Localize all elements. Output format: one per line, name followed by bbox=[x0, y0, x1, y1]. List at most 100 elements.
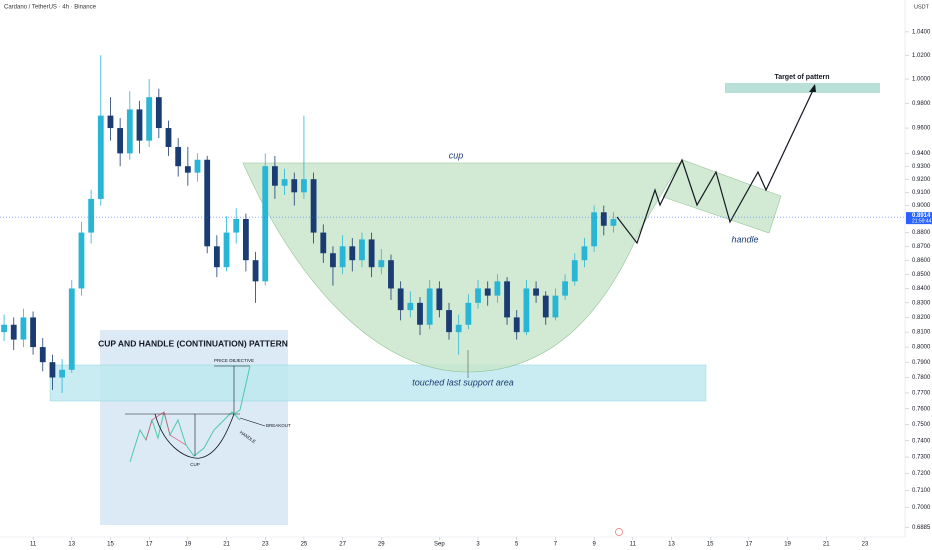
x-tick-label: 11 bbox=[30, 542, 37, 548]
candle-body bbox=[242, 219, 249, 261]
y-tick-label: 0.7500 bbox=[912, 422, 931, 428]
y-tick-label: 0.9100 bbox=[912, 190, 931, 196]
candle-body bbox=[571, 260, 578, 282]
candle-body bbox=[484, 288, 491, 296]
handle-label: handle bbox=[731, 234, 758, 244]
y-tick-label: 0.7400 bbox=[912, 438, 931, 444]
y-tick-label: 0.8200 bbox=[912, 315, 931, 321]
target-label: Target of pattern bbox=[774, 74, 829, 81]
candle-body bbox=[68, 288, 75, 370]
y-tick-label: 0.8300 bbox=[912, 300, 931, 306]
x-tick-label: 21 bbox=[823, 542, 830, 548]
candle-body bbox=[349, 246, 356, 261]
candle-body bbox=[417, 302, 423, 325]
candle-body bbox=[397, 288, 404, 311]
candle-body bbox=[165, 128, 172, 147]
y-tick-label: 1.0200 bbox=[912, 53, 931, 59]
candle-body bbox=[136, 109, 143, 141]
y-tick-label: 0.9000 bbox=[912, 203, 931, 209]
candle-body bbox=[542, 295, 549, 318]
last-price-label: 0.8914 bbox=[912, 213, 931, 219]
candle-body bbox=[233, 219, 240, 233]
x-tick-label: 13 bbox=[668, 542, 675, 548]
y-tick-label: 0.7800 bbox=[912, 375, 931, 381]
x-tick-label: Sep bbox=[434, 542, 445, 548]
candle-body bbox=[117, 128, 124, 154]
candle-body bbox=[339, 246, 346, 268]
candle-body bbox=[475, 288, 481, 303]
candle-body bbox=[194, 159, 201, 173]
x-tick-label: 7 bbox=[554, 542, 558, 548]
x-tick-label: 13 bbox=[68, 542, 75, 548]
candle-body bbox=[301, 179, 307, 193]
x-tick-label: 29 bbox=[378, 542, 385, 548]
event-icon[interactable] bbox=[615, 528, 623, 536]
candle-body bbox=[562, 281, 568, 296]
candle-body bbox=[455, 324, 462, 333]
support-zone bbox=[49, 364, 707, 402]
candle-body bbox=[10, 324, 17, 340]
candle-body bbox=[59, 369, 66, 378]
candle-body bbox=[155, 97, 162, 129]
last-price-tag bbox=[906, 212, 932, 225]
candle-body bbox=[465, 302, 472, 325]
y-tick-label: 1.0000 bbox=[912, 77, 931, 83]
candle-body bbox=[107, 115, 114, 129]
y-tick-label: 0.8800 bbox=[912, 230, 931, 236]
pattern-title: CUP AND HANDLE (CONTINUATION) PATTERN bbox=[98, 338, 288, 348]
candle-body bbox=[552, 295, 559, 318]
candle-body bbox=[446, 310, 452, 333]
candle-body bbox=[494, 281, 501, 296]
x-tick-label: 23 bbox=[862, 542, 869, 548]
candle-body bbox=[175, 146, 182, 167]
candle-body bbox=[88, 198, 95, 233]
x-tick-label: 19 bbox=[185, 542, 192, 548]
candle-body bbox=[513, 317, 520, 333]
x-tick-label: 15 bbox=[707, 542, 714, 548]
candle-body bbox=[533, 288, 539, 296]
x-tick-label: 25 bbox=[301, 542, 308, 548]
candle-body bbox=[20, 317, 27, 340]
cup-small-label: CUP bbox=[190, 462, 200, 467]
x-tick-label: 3 bbox=[476, 542, 480, 548]
candles bbox=[1, 55, 617, 393]
support-label: touched last support area bbox=[412, 377, 514, 387]
candle-body bbox=[272, 166, 278, 186]
candle-body bbox=[330, 253, 336, 268]
candle-body bbox=[600, 212, 607, 226]
y-tick-label: 0.7600 bbox=[912, 406, 931, 412]
price-objective-label: PRICE OBJECTIVE bbox=[214, 358, 254, 363]
x-tick-label: 21 bbox=[223, 542, 230, 548]
candle-body bbox=[388, 260, 394, 289]
candle-body bbox=[97, 115, 104, 199]
countdown-label: 21:59:44 bbox=[912, 218, 932, 224]
y-tick-label: 0.7200 bbox=[912, 471, 931, 477]
candle-body bbox=[1, 324, 7, 333]
candle-body bbox=[523, 288, 530, 333]
y-tick-label: 0.7300 bbox=[912, 455, 931, 461]
y-tick-label: 0.8400 bbox=[912, 286, 931, 292]
candle-body bbox=[359, 239, 365, 261]
candle-body bbox=[252, 260, 259, 282]
x-tick-label: 17 bbox=[146, 542, 153, 548]
x-tick-label: 9 bbox=[592, 542, 596, 548]
y-tick-label: 0.6885 bbox=[912, 525, 931, 531]
candle-body bbox=[407, 302, 414, 311]
pattern-box bbox=[100, 330, 288, 525]
projection-path bbox=[616, 85, 816, 245]
candle-body bbox=[213, 246, 220, 268]
target-zone bbox=[725, 83, 880, 93]
y-tick-label: 0.9200 bbox=[912, 177, 931, 183]
candle-body bbox=[591, 212, 598, 247]
y-tick-label: 0.9400 bbox=[912, 151, 931, 157]
candle-body bbox=[291, 179, 298, 193]
candle-body bbox=[223, 232, 230, 268]
candle-body bbox=[30, 317, 36, 348]
candle-body bbox=[436, 288, 443, 311]
y-tick-label: 0.7000 bbox=[912, 505, 931, 511]
y-tick-label: 0.8500 bbox=[912, 272, 931, 278]
candle-body bbox=[426, 288, 433, 325]
candle-body bbox=[78, 232, 85, 289]
y-tick-label: 0.9800 bbox=[912, 101, 931, 107]
